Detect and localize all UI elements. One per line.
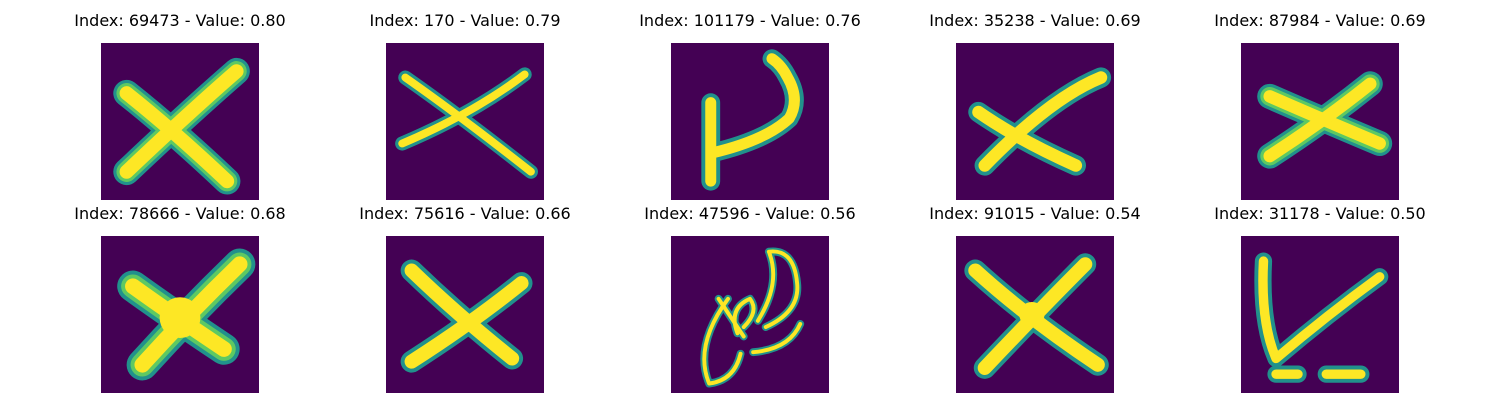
panel-image	[1241, 43, 1399, 200]
panel-image	[101, 236, 259, 393]
panel-title: Index: 87984 - Value: 0.69	[1214, 11, 1426, 30]
panel-8: Index: 47596 - Value: 0.56	[620, 201, 880, 393]
panel-title: Index: 91015 - Value: 0.54	[929, 204, 1141, 223]
glyph-scribble-image	[700, 247, 805, 388]
panel-image	[671, 236, 829, 393]
panel-title: Index: 35238 - Value: 0.69	[929, 11, 1141, 30]
panel-title: Index: 170 - Value: 0.79	[369, 11, 561, 30]
panel-title: Index: 75616 - Value: 0.66	[359, 204, 571, 223]
panel-9: Index: 91015 - Value: 0.54	[905, 201, 1165, 393]
panel-image	[956, 43, 1114, 200]
panel-image	[386, 236, 544, 393]
glyph-x-offset-image	[968, 67, 1112, 176]
glyph-x-blob-image	[117, 248, 256, 381]
panel-image	[956, 236, 1114, 393]
panel-image	[671, 43, 829, 200]
panel-title: Index: 78666 - Value: 0.68	[74, 204, 286, 223]
panel-5: Index: 87984 - Value: 0.69	[1190, 8, 1450, 200]
panel-image	[386, 43, 544, 200]
glyph-x-thick-image	[113, 57, 250, 195]
panel-title: Index: 47596 - Value: 0.56	[644, 204, 856, 223]
panel-6: Index: 78666 - Value: 0.68	[50, 201, 310, 393]
panel-title: Index: 101179 - Value: 0.76	[639, 11, 861, 30]
panel-title: Index: 31178 - Value: 0.50	[1214, 204, 1426, 223]
glyph-x-thin-image	[395, 67, 539, 179]
panel-10: Index: 31178 - Value: 0.50	[1190, 201, 1450, 393]
panel-1: Index: 69473 - Value: 0.80	[50, 8, 310, 200]
panel-image	[101, 43, 259, 200]
glyph-check-underline-image	[1254, 252, 1389, 383]
panel-image	[1241, 236, 1399, 393]
panel-4: Index: 35238 - Value: 0.69	[905, 8, 1165, 200]
panel-7: Index: 75616 - Value: 0.66	[335, 201, 595, 393]
glyph-x-regular-image	[964, 253, 1109, 379]
glyph-x-wide-image	[1257, 71, 1393, 169]
panel-2: Index: 170 - Value: 0.79	[335, 8, 595, 200]
glyph-x-tilted-image	[400, 259, 533, 373]
panel-3: Index: 101179 - Value: 0.76	[620, 8, 880, 200]
glyph-hook-image	[701, 49, 804, 191]
panel-title: Index: 69473 - Value: 0.80	[74, 11, 286, 30]
